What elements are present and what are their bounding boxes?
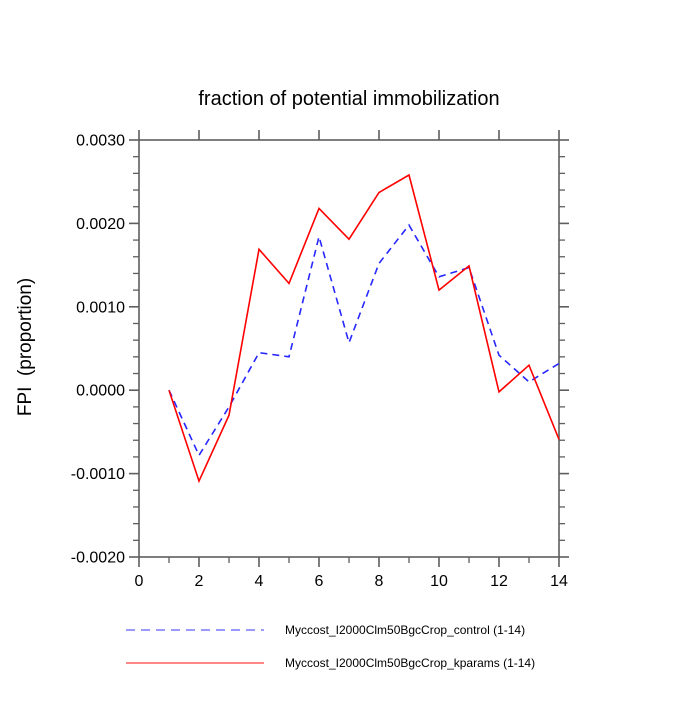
x-tick-label: 8: [375, 573, 384, 590]
series-line-kparams: [168, 173, 560, 484]
legend-item-control: Myccost_I2000Clm50BgcCrop_control (1-14): [125, 622, 525, 638]
x-tick-label: 10: [430, 573, 448, 590]
y-tick-label: 0.0010: [76, 299, 125, 316]
legend-dashed-line-sample: [126, 629, 264, 631]
x-tick-label: 6: [315, 573, 324, 590]
legend-item-kparams: Myccost_I2000Clm50BgcCrop_kparams (1-14): [125, 655, 535, 671]
x-tick-label: 0: [135, 573, 144, 590]
y-tick-label: 0.0020: [76, 216, 125, 233]
chart-title: fraction of potential immobilization: [198, 88, 500, 110]
y-tick-label: -0.0020: [71, 550, 125, 567]
legend-label-kparams: Myccost_I2000Clm50BgcCrop_kparams (1-14): [285, 656, 536, 670]
y-tick-label: 0.0000: [76, 383, 125, 400]
y-axis-title: FPI (proportion): [15, 277, 36, 417]
y-tick-label: 0.0030: [76, 133, 125, 150]
legend-label-control: Myccost_I2000Clm50BgcCrop_control (1-14): [285, 623, 526, 637]
x-tick-label: 2: [195, 573, 204, 590]
x-tick-label: 12: [490, 573, 508, 590]
plot-frame: [138, 139, 560, 558]
x-tick-label: 4: [255, 573, 264, 590]
series-line-control: [168, 223, 560, 457]
x-tick-label: 14: [550, 573, 568, 590]
y-tick-label: -0.0010: [71, 466, 125, 483]
legend-solid-line-sample: [126, 662, 264, 664]
